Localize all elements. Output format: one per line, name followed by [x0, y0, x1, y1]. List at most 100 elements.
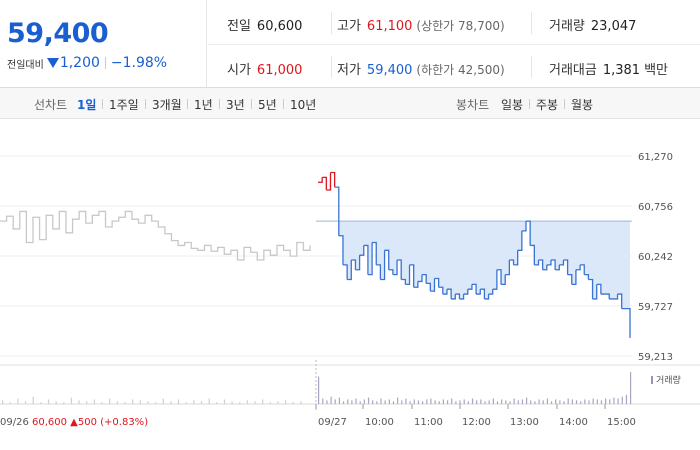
- volume-bar: [318, 376, 320, 404]
- x-axis-ticks: 09/27 10:00 11:00 12:00 13:00 14:00 15:00 09/26…: [0, 404, 636, 428]
- volume-bar: [388, 399, 390, 404]
- volume-bar: [467, 401, 469, 404]
- range-1d-tab[interactable]: 1일: [77, 98, 97, 112]
- high-label: 고가: [337, 19, 361, 34]
- candle-monthly-tab[interactable]: 월봉: [571, 98, 594, 112]
- open-price: 시가 61,000: [227, 59, 302, 78]
- volume-bar: [367, 397, 370, 404]
- prev-day-series: [0, 210, 311, 261]
- volume-bar: [363, 399, 365, 404]
- volume-bar: [338, 397, 340, 404]
- candle-daily-tab[interactable]: 일봉: [501, 98, 524, 112]
- volume-bar: [147, 401, 149, 404]
- volume-bar: [139, 400, 141, 404]
- volume-bar: [86, 401, 88, 404]
- price-chart[interactable]: 61,270 60,756 60,242 59,727 59,213 거래량 09/27…: [0, 120, 700, 450]
- y-tick-label: 59,213: [638, 352, 673, 363]
- volume-bar: [392, 401, 395, 404]
- range-3y-tab[interactable]: 3년: [226, 98, 245, 112]
- volume-bar: [208, 398, 210, 404]
- volume-bar: [170, 401, 172, 404]
- volume-bar: [538, 399, 540, 404]
- volume-bar: [571, 399, 573, 404]
- range-5y-tab[interactable]: 5년: [258, 98, 277, 112]
- volume-bar: [505, 400, 507, 404]
- volume-bar: [480, 399, 482, 404]
- volume-bar: [563, 401, 565, 404]
- volume-bar: [513, 398, 515, 404]
- volume-bar: [422, 401, 424, 404]
- volume-bar: [530, 400, 532, 404]
- range-1y-tab[interactable]: 1년: [194, 98, 213, 112]
- volume-label: 거래량: [549, 19, 585, 34]
- volume-bar: [330, 396, 332, 404]
- today-line-down: [334, 186, 631, 338]
- volume-bar: [459, 400, 461, 404]
- volume-bar: [401, 400, 403, 404]
- change-rate: −1.98%: [110, 55, 168, 71]
- volume-bar: [326, 400, 328, 404]
- volume-bar: [239, 402, 241, 404]
- volume-bar: [9, 402, 11, 404]
- volume-bar: [546, 398, 548, 404]
- volume-bar: [223, 399, 226, 404]
- amount-label: 거래대금: [549, 63, 597, 78]
- volume-bar: [521, 399, 524, 404]
- candle-weekly-tab[interactable]: 주봉: [536, 98, 559, 112]
- x-tick-label: 11:00: [414, 417, 443, 428]
- volume-bar: [132, 399, 134, 404]
- range-3m-tab[interactable]: 3개월: [152, 98, 182, 112]
- divider: [145, 99, 146, 109]
- volume-bar: [580, 401, 582, 404]
- volume-bar: [550, 401, 553, 404]
- volume-value: 23,047: [590, 19, 637, 34]
- divider: [331, 56, 332, 78]
- divider: [208, 44, 700, 45]
- volume-bar: [555, 399, 557, 404]
- volume-bar: [200, 401, 203, 404]
- volume-bar: [254, 401, 256, 404]
- range-1w-tab[interactable]: 1주일: [109, 98, 139, 112]
- today-fill: [318, 221, 630, 338]
- volume-bar: [347, 399, 349, 404]
- volume-bar: [376, 401, 378, 404]
- volume-bar: [559, 400, 561, 404]
- chart-grid: [0, 155, 700, 410]
- prev-day-price: 60,600: [32, 417, 70, 428]
- volume-bar: [246, 400, 248, 404]
- change-label: 전일대비: [7, 59, 44, 71]
- amount-unit: 백만: [644, 63, 668, 78]
- line-chart-label: 선차트: [34, 98, 68, 112]
- volume-bar: [517, 400, 519, 404]
- volume-bar: [101, 402, 103, 404]
- volume-bar: [605, 398, 607, 404]
- volume-bar: [109, 398, 111, 404]
- volume-bar: [413, 399, 415, 404]
- volume-bar: [405, 398, 407, 404]
- volume-bar: [409, 401, 411, 404]
- volume-bar: [342, 401, 345, 404]
- current-price: 59,400: [7, 18, 109, 49]
- divider: [529, 99, 530, 109]
- divider: [102, 99, 103, 109]
- y-tick-label: 60,756: [638, 202, 673, 213]
- change-value: 1,200: [59, 55, 100, 71]
- y-tick-label: 61,270: [638, 152, 673, 163]
- volume-bar: [24, 401, 27, 404]
- high-price: 고가 61,100 (상한가 78,700): [337, 15, 505, 34]
- volume-bar: [78, 400, 80, 404]
- volume-bar: [359, 401, 361, 404]
- volume-bar: [625, 394, 628, 404]
- volume-bar: [534, 401, 536, 404]
- volume-bar: [442, 399, 444, 404]
- volume-bar: [575, 400, 578, 404]
- candle-chart-label: 봉차트: [456, 98, 490, 112]
- volume-bar: [613, 397, 615, 404]
- prev-day-change: ▲500: [70, 417, 100, 428]
- range-10y-tab[interactable]: 10년: [290, 98, 317, 112]
- volume-bar: [617, 398, 619, 404]
- volume-bar: [116, 401, 118, 404]
- trade-amount: 거래대금 1,381 백만: [549, 59, 668, 78]
- divider: [564, 99, 565, 109]
- y-tick-label: 59,727: [638, 302, 673, 313]
